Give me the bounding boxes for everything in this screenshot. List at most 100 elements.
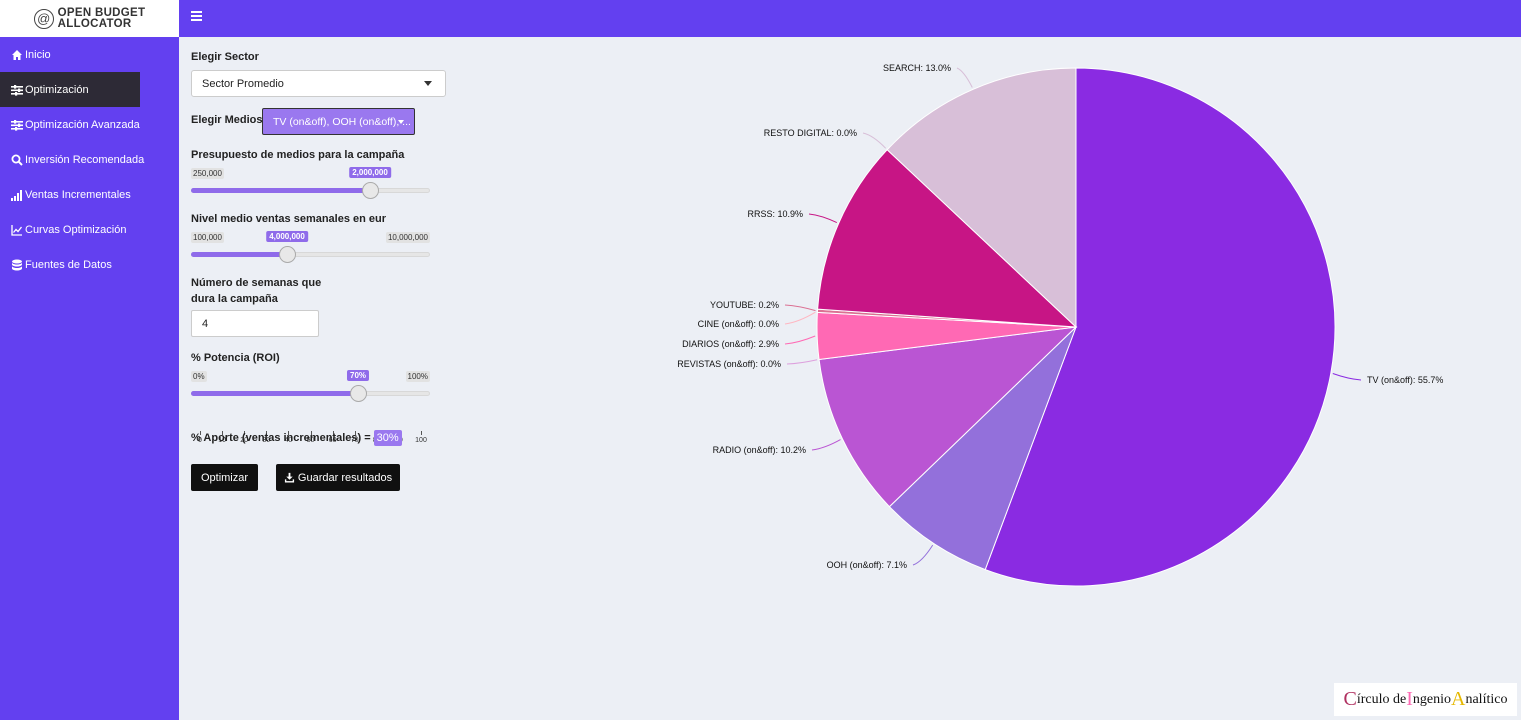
logo-line2: ALLOCATOR xyxy=(57,17,132,30)
slider-handle[interactable] xyxy=(350,385,367,402)
home-icon xyxy=(10,49,23,61)
pie-label: RESTO DIGITAL: 0.0% xyxy=(764,128,857,138)
pie-leader-line xyxy=(784,311,816,325)
search-dollar-icon xyxy=(10,154,23,166)
pie-leader-line xyxy=(912,544,934,566)
chevron-down-icon xyxy=(424,81,432,86)
sidebar-item-label: Inversión Recomendada xyxy=(25,153,145,166)
guardar-label: Guardar resultados xyxy=(297,471,393,484)
logo-letter-i: I xyxy=(1406,688,1413,710)
hamburger-menu-icon[interactable] xyxy=(191,11,202,21)
pie-label: RADIO (on&off): 10.2% xyxy=(713,445,806,455)
sector-select[interactable]: Sector Promedio xyxy=(191,70,446,97)
pie-leader-line xyxy=(956,67,973,88)
pie-label: YOUTUBE: 0.2% xyxy=(710,300,779,310)
slider-fill xyxy=(191,252,287,257)
aporte-text: % Aporte (ventas incrementales) = xyxy=(191,432,371,444)
signal-bars-icon xyxy=(10,189,23,201)
semanas-label-line1: Número de semanas que xyxy=(191,277,322,289)
logo-word-1: írculo de xyxy=(1356,691,1407,707)
aporte-value-badge: 30% xyxy=(373,430,402,446)
pie-slice-ooh-on-off[interactable] xyxy=(888,326,1077,571)
pie-label: SEARCH: 13.0% xyxy=(883,63,951,73)
pie-slice-radio-on-off[interactable] xyxy=(818,326,1078,508)
sidebar-item-inicio[interactable]: Inicio xyxy=(0,37,179,72)
sidebar-item-optimizacion-avanzada[interactable]: Optimización Avanzada xyxy=(0,107,179,142)
tick-mark xyxy=(421,431,422,435)
sidebar-item-inversion-recomendada[interactable]: Inversión Recomendada xyxy=(0,142,179,177)
pie-label: REVISTAS (on&off): 0.0% xyxy=(677,359,781,369)
sidebar-item-label: Inicio xyxy=(25,48,51,61)
pie-slice-youtube[interactable] xyxy=(816,308,1077,328)
pie-leader-line xyxy=(808,213,838,224)
at-sign-icon: @ xyxy=(33,8,54,29)
pie-slice-rrss[interactable] xyxy=(817,148,1078,328)
sidebar-item-label: Fuentes de Datos xyxy=(25,258,112,271)
tick-mark xyxy=(354,431,356,435)
potencia-slider[interactable]: 0% 100% 70% xyxy=(191,370,431,402)
pie-leader-line xyxy=(786,359,818,365)
aporte-label: % Aporte (ventas incrementales) = 30% xyxy=(191,430,402,446)
pie-leader-line xyxy=(784,335,816,345)
slider-handle[interactable] xyxy=(362,182,379,199)
chevron-down-icon xyxy=(398,120,404,124)
medios-select-value: TV (on&off), OOH (on&off), ... xyxy=(273,115,411,128)
ventas-label: Nivel medio ventas semanales en eur xyxy=(191,213,387,225)
slider-min-label: 250,000 xyxy=(191,168,224,179)
pie-leader-line xyxy=(811,439,841,451)
pie-leader-line xyxy=(1332,373,1362,381)
optimizar-button[interactable]: Optimizar xyxy=(191,464,258,491)
sidebar-item-ventas-incrementales[interactable]: Ventas Incrementales xyxy=(0,177,179,212)
tick-label: 50 xyxy=(306,437,315,444)
presupuesto-slider[interactable]: 250,000 2,000,000 xyxy=(191,167,431,199)
presupuesto-label: Presupuesto de medios para la campaña xyxy=(191,149,405,161)
tick-label: 20 xyxy=(240,437,249,444)
medios-multiselect[interactable]: TV (on&off), OOH (on&off), ... xyxy=(262,108,415,135)
logo-line1: OPEN BUDGET xyxy=(57,6,146,19)
slider-max-label: 100% xyxy=(405,371,430,382)
guardar-resultados-button[interactable]: Guardar resultados xyxy=(276,464,400,491)
semanas-input[interactable]: 4 xyxy=(191,310,319,337)
slider-fill xyxy=(191,391,358,396)
tick-mark xyxy=(310,431,312,435)
tick-label: 40 xyxy=(284,437,293,444)
potencia-label: % Potencia (ROI) xyxy=(191,352,280,364)
sidebar-item-curvas-optimizacion[interactable]: Curvas Optimización xyxy=(0,212,179,247)
sidebar: Inicio Optimización Optimización Avanzad… xyxy=(0,37,179,720)
pie-label: DIARIOS (on&off): 2.9% xyxy=(682,339,779,349)
pie-slice-tv-on-off[interactable] xyxy=(984,67,1336,587)
logo-word-2: ngenio xyxy=(1412,691,1452,707)
semanas-label-line2: dura la campaña xyxy=(191,293,278,305)
pie-label: RRSS: 10.9% xyxy=(747,209,803,219)
slider-fill xyxy=(191,188,370,193)
sector-label: Elegir Sector xyxy=(191,51,259,63)
logo-letter-c: C xyxy=(1343,688,1357,710)
tick-label: 10 xyxy=(218,437,226,444)
logo-text: OPEN BUDGET ALLOCATOR xyxy=(57,6,146,30)
pie-leader-line xyxy=(862,132,887,149)
tick-label: 60 xyxy=(328,437,337,444)
slider-min-label: 100,000 xyxy=(191,232,224,243)
slider-handle[interactable] xyxy=(279,246,296,263)
database-icon xyxy=(10,259,23,271)
tick-mark xyxy=(222,431,224,435)
top-navbar xyxy=(179,0,1521,37)
tick-mark xyxy=(288,431,290,435)
download-icon xyxy=(284,472,294,483)
logo-letter-a: A xyxy=(1451,688,1466,710)
slider-value-tag: 70% xyxy=(346,370,370,381)
tick-label: 100 xyxy=(415,437,427,444)
pie-slice-diarios-on-off[interactable] xyxy=(816,311,1077,361)
pie-label: TV (on&off): 55.7% xyxy=(1367,375,1443,385)
tick-mark xyxy=(244,431,246,435)
tick-mark xyxy=(200,431,201,435)
sidebar-item-fuentes-de-datos[interactable]: Fuentes de Datos xyxy=(0,247,179,282)
sidebar-item-label: Curvas Optimización xyxy=(25,223,127,236)
sidebar-item-optimizacion[interactable]: Optimización xyxy=(0,72,140,107)
sidebar-item-label: Optimización Avanzada xyxy=(25,118,140,131)
pie-slice-search[interactable] xyxy=(886,67,1077,329)
ventas-slider[interactable]: 100,000 10,000,000 4,000,000 xyxy=(191,231,431,263)
line-chart-icon xyxy=(10,224,23,236)
app-logo: @ OPEN BUDGET ALLOCATOR xyxy=(0,0,179,37)
